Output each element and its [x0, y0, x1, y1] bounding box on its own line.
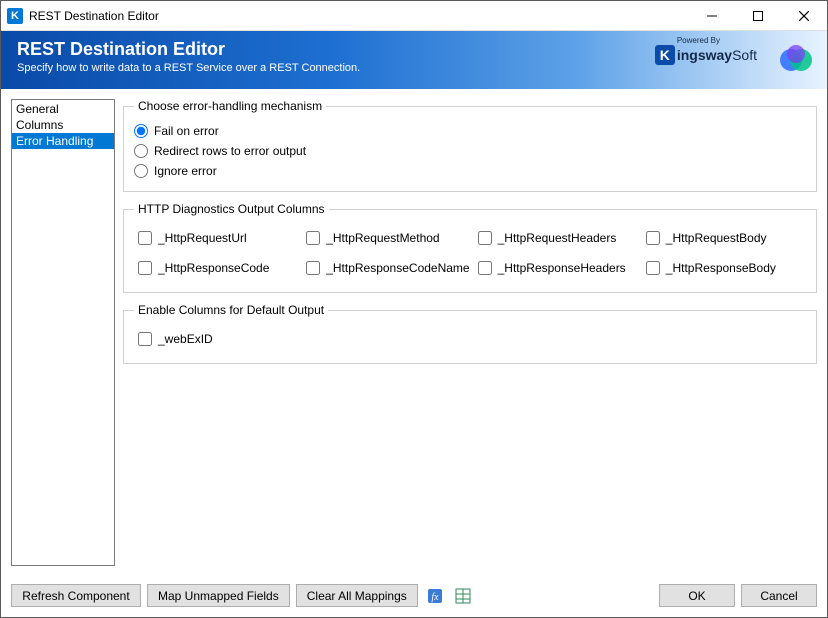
titlebar: K REST Destination Editor	[1, 1, 827, 31]
svg-text:fx: fx	[431, 592, 439, 603]
error-handling-group: Choose error-handling mechanism Fail on …	[123, 99, 817, 192]
brand-text: ingswaySoft	[677, 47, 757, 63]
radio-fail-on-error[interactable]: Fail on error	[134, 121, 806, 141]
app-icon: K	[7, 8, 23, 24]
window-controls	[689, 1, 827, 31]
check-http-request-body-label: _HttpRequestBody	[666, 231, 767, 245]
check-http-request-method-input[interactable]	[306, 231, 320, 245]
expression-icon[interactable]: fx	[424, 585, 446, 607]
check-http-request-body[interactable]: _HttpRequestBody	[646, 228, 806, 248]
window-title: REST Destination Editor	[29, 9, 689, 23]
radio-fail-on-error-label: Fail on error	[154, 124, 219, 138]
close-button[interactable]	[781, 1, 827, 31]
check-http-response-code-input[interactable]	[138, 261, 152, 275]
maximize-button[interactable]	[735, 1, 781, 31]
check-http-request-url-input[interactable]	[138, 231, 152, 245]
clear-all-mappings-button[interactable]: Clear All Mappings	[296, 584, 418, 607]
brand-powered-by: Powered By	[677, 36, 720, 45]
error-handling-legend: Choose error-handling mechanism	[134, 99, 326, 113]
window: K REST Destination Editor REST Destinati…	[0, 0, 828, 618]
banner: REST Destination Editor Specify how to w…	[1, 31, 827, 89]
check-webexid[interactable]: _webExID	[138, 329, 806, 349]
check-http-response-code-label: _HttpResponseCode	[158, 261, 269, 275]
body: General Columns Error Handling Choose er…	[1, 89, 827, 576]
error-handling-options: Fail on error Redirect rows to error out…	[134, 121, 806, 181]
http-diagnostics-grid: _HttpRequestUrl _HttpRequestMethod _Http…	[134, 224, 806, 282]
check-http-response-body-input[interactable]	[646, 261, 660, 275]
footer: Refresh Component Map Unmapped Fields Cl…	[1, 576, 827, 617]
brand-logo: Powered By K ingswaySoft	[655, 45, 757, 65]
sidebar-item-general[interactable]: General	[12, 101, 114, 117]
main-panel: Choose error-handling mechanism Fail on …	[123, 99, 817, 566]
check-http-response-body-label: _HttpResponseBody	[666, 261, 776, 275]
check-http-request-url-label: _HttpRequestUrl	[158, 231, 247, 245]
radio-ignore-error[interactable]: Ignore error	[134, 161, 806, 181]
check-http-request-headers-input[interactable]	[478, 231, 492, 245]
radio-fail-on-error-input[interactable]	[134, 124, 148, 138]
http-diagnostics-legend: HTTP Diagnostics Output Columns	[134, 202, 329, 216]
check-http-request-method-label: _HttpRequestMethod	[326, 231, 439, 245]
cancel-button[interactable]: Cancel	[741, 584, 817, 607]
sidebar: General Columns Error Handling	[11, 99, 115, 566]
radio-ignore-error-input[interactable]	[134, 164, 148, 178]
check-http-request-headers-label: _HttpRequestHeaders	[498, 231, 617, 245]
radio-redirect-rows-input[interactable]	[134, 144, 148, 158]
check-http-response-headers-input[interactable]	[478, 261, 492, 275]
default-output-group: Enable Columns for Default Output _webEx…	[123, 303, 817, 364]
check-http-response-body[interactable]: _HttpResponseBody	[646, 258, 806, 278]
refresh-component-button[interactable]: Refresh Component	[11, 584, 141, 607]
check-http-request-url[interactable]: _HttpRequestUrl	[138, 228, 298, 248]
check-http-response-code-name[interactable]: _HttpResponseCodeName	[306, 258, 469, 278]
check-http-response-code-name-input[interactable]	[306, 261, 320, 275]
http-diagnostics-group: HTTP Diagnostics Output Columns _HttpReq…	[123, 202, 817, 293]
check-http-response-headers[interactable]: _HttpResponseHeaders	[478, 258, 638, 278]
table-icon[interactable]	[452, 585, 474, 607]
check-http-request-headers[interactable]: _HttpRequestHeaders	[478, 228, 638, 248]
product-icon	[779, 43, 813, 77]
minimize-button[interactable]	[689, 1, 735, 31]
radio-redirect-rows[interactable]: Redirect rows to error output	[134, 141, 806, 161]
sidebar-item-error-handling[interactable]: Error Handling	[12, 133, 114, 149]
map-unmapped-fields-button[interactable]: Map Unmapped Fields	[147, 584, 290, 607]
check-http-response-code-name-label: _HttpResponseCodeName	[326, 261, 469, 275]
radio-ignore-error-label: Ignore error	[154, 164, 217, 178]
check-webexid-input[interactable]	[138, 332, 152, 346]
check-webexid-label: _webExID	[158, 332, 213, 346]
check-http-request-method[interactable]: _HttpRequestMethod	[306, 228, 469, 248]
brand-k-icon: K	[655, 45, 675, 65]
check-http-response-code[interactable]: _HttpResponseCode	[138, 258, 298, 278]
default-output-columns: _webExID	[134, 325, 806, 353]
ok-button[interactable]: OK	[659, 584, 735, 607]
check-http-request-body-input[interactable]	[646, 231, 660, 245]
check-http-response-headers-label: _HttpResponseHeaders	[498, 261, 626, 275]
default-output-legend: Enable Columns for Default Output	[134, 303, 328, 317]
radio-redirect-rows-label: Redirect rows to error output	[154, 144, 306, 158]
sidebar-item-columns[interactable]: Columns	[12, 117, 114, 133]
